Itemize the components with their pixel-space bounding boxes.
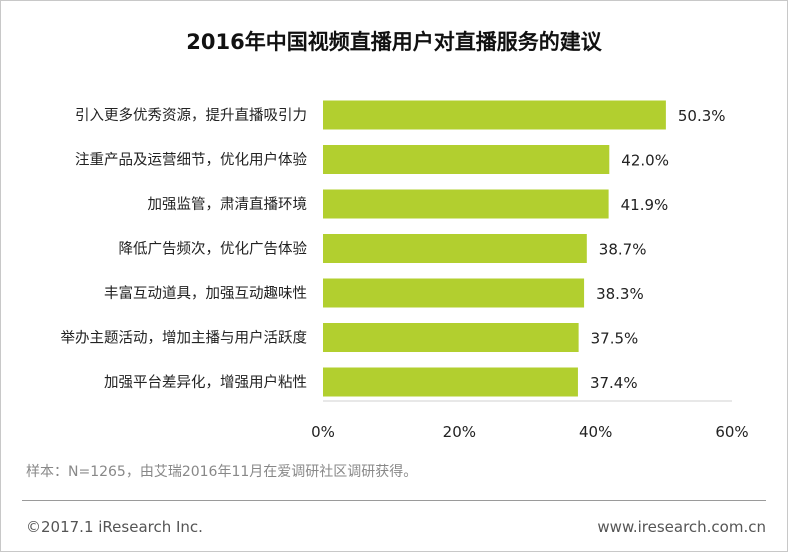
- x-tick-label: 40%: [579, 423, 612, 441]
- footer-divider: [22, 500, 766, 501]
- value-label: 50.3%: [678, 107, 726, 125]
- chart-title: 2016年中国视频直播用户对直播服务的建议: [186, 30, 602, 54]
- sample-note: 样本：N=1265，由艾瑞2016年11月在爱调研社区调研获得。: [26, 464, 418, 480]
- category-label: 加强监管，肃清直播环境: [148, 195, 308, 213]
- copyright-text: ©2017.1 iResearch Inc.: [26, 518, 203, 536]
- value-label: 37.4%: [590, 374, 638, 392]
- category-label: 降低广告频次，优化广告体验: [119, 241, 308, 258]
- x-tick-label: 60%: [715, 423, 748, 441]
- bar-chart: 引入更多优秀资源，提升直播吸引力 50.3% 注重产品及运营细节，优化用户体验 42.…: [61, 100, 749, 441]
- value-label: 38.3%: [596, 285, 644, 303]
- bar: [323, 145, 610, 174]
- value-label: 37.5%: [591, 330, 639, 348]
- bar: [323, 234, 587, 263]
- category-label: 引入更多优秀资源，提升直播吸引力: [75, 107, 307, 124]
- value-label: 42.0%: [621, 152, 669, 170]
- x-tick-label: 0%: [311, 423, 335, 441]
- bar: [323, 189, 609, 219]
- value-label: 41.9%: [621, 196, 669, 214]
- bar: [323, 278, 585, 308]
- bar: [323, 100, 666, 130]
- category-label: 举办主题活动，增加主播与用户活跃度: [61, 330, 308, 347]
- category-label: 注重产品及运营细节，优化用户体验: [75, 152, 307, 169]
- bar: [323, 323, 579, 352]
- category-label: 丰富互动道具，加强互动趣味性: [104, 284, 307, 302]
- x-tick-label: 20%: [443, 423, 476, 441]
- website-text: www.iresearch.com.cn: [597, 518, 766, 536]
- category-label: 加强平台差异化，增强用户粘性: [104, 374, 307, 391]
- value-label: 38.7%: [599, 241, 647, 259]
- bar: [323, 367, 578, 397]
